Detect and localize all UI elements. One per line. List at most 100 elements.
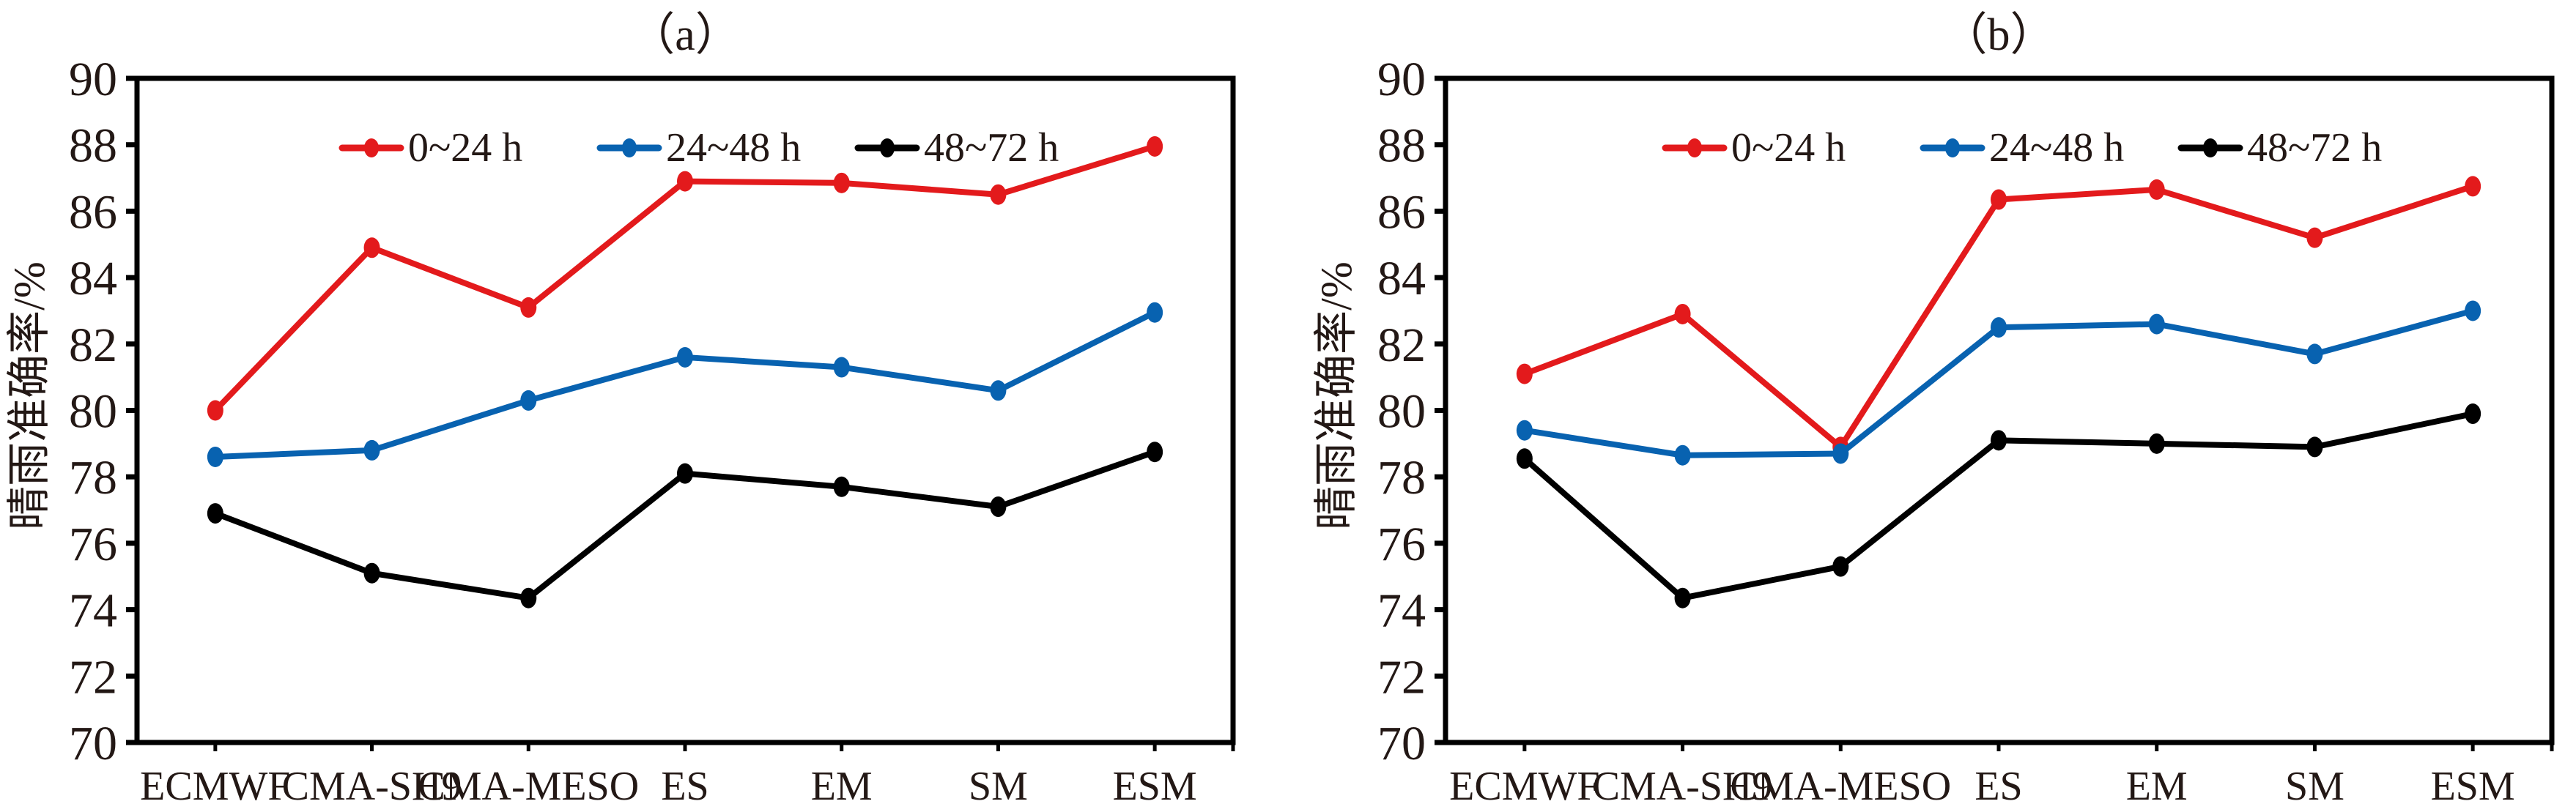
legend-label: 48~72 h <box>924 125 1059 171</box>
x-tick-label: SM <box>969 764 1028 804</box>
data-point <box>207 400 223 421</box>
y-tick-label: 84 <box>1377 252 1426 305</box>
data-point <box>2306 436 2323 458</box>
data-point <box>363 562 380 584</box>
data-point <box>207 446 223 467</box>
plot-frame <box>1443 75 2555 745</box>
data-point <box>677 346 693 368</box>
data-point <box>207 503 223 524</box>
y-tick-label: 72 <box>69 650 117 704</box>
data-point <box>1516 420 1533 441</box>
data-point <box>1832 556 1849 577</box>
data-point <box>1991 189 2007 210</box>
y-tick-label: 78 <box>69 451 117 505</box>
y-tick-label: 78 <box>1377 451 1426 505</box>
data-point <box>2148 433 2165 454</box>
legend-swatch-marker <box>622 138 637 157</box>
x-tick-label: CMA-SH9 <box>1593 764 1773 804</box>
x-tick-label: CMA-MESO <box>418 764 639 804</box>
y-tick-label: 90 <box>1377 53 1426 106</box>
y-tick-label: 76 <box>1377 518 1426 571</box>
y-tick-label: 74 <box>1377 584 1426 638</box>
y-axis-label: 晴雨准确率/% <box>1312 261 1361 530</box>
x-tick-label: EM <box>2126 764 2188 804</box>
legend-swatch-marker <box>880 138 895 157</box>
y-axis-label: 晴雨准确率/% <box>5 261 53 530</box>
y-tick-label: 74 <box>69 584 117 638</box>
data-point <box>1147 302 1163 323</box>
data-point <box>2148 313 2165 335</box>
data-point <box>1147 135 1163 157</box>
legend-swatch-marker <box>364 138 379 157</box>
y-tick-label: 88 <box>1377 119 1426 173</box>
legend-swatch-marker <box>1687 138 1702 157</box>
data-point <box>833 476 850 497</box>
legend-item: 24~48 h <box>596 125 801 171</box>
y-tick-label: 86 <box>1377 185 1426 239</box>
data-point <box>677 463 693 484</box>
panel-a: （a） 70 72 74 76 78 80 82 84 86 88 90 ECMWFCMA-SH9CMA… <box>5 10 1236 804</box>
y-tick-label: 88 <box>69 119 117 173</box>
data-point <box>833 357 850 378</box>
panel-title: （b） <box>1942 10 2055 60</box>
legend-swatch-marker <box>1945 138 1960 157</box>
y-tick-label: 80 <box>1377 385 1426 439</box>
legend-item: 0~24 h <box>1662 125 1846 171</box>
legend-label: 24~48 h <box>1989 125 2124 171</box>
data-point <box>520 297 537 318</box>
y-tick-label: 80 <box>69 385 117 439</box>
series-line-0-24- <box>1523 183 2474 450</box>
y-tick-label: 70 <box>1377 717 1426 770</box>
panel-title: （a） <box>629 10 741 60</box>
y-tick-label: 82 <box>1377 319 1426 372</box>
data-point <box>1516 448 1533 469</box>
data-point <box>833 172 850 193</box>
x-tick-label: ECMWF <box>1449 764 1599 804</box>
data-point <box>2465 300 2481 321</box>
x-tick-label: ECMWF <box>140 764 290 804</box>
data-point <box>520 390 537 411</box>
y-tick-label: 90 <box>69 53 117 106</box>
data-point <box>2306 343 2323 365</box>
x-tick-label: EM <box>811 764 873 804</box>
data-point <box>520 587 537 608</box>
x-tick-label: ESM <box>1113 764 1197 804</box>
legend-item: 48~72 h <box>2177 125 2382 171</box>
x-tick-label: ESM <box>2431 764 2515 804</box>
data-point <box>1674 444 1691 466</box>
y-tick-label: 84 <box>69 252 117 305</box>
data-point <box>2306 227 2323 248</box>
data-point <box>990 496 1007 518</box>
data-point <box>363 237 380 258</box>
x-tick-label: CMA-SH9 <box>282 764 462 804</box>
data-point <box>2465 403 2481 425</box>
legend-item: 24~48 h <box>1920 125 2124 171</box>
data-point <box>1674 587 1691 608</box>
data-point <box>1516 363 1533 384</box>
x-tick-label: CMA-MESO <box>1730 764 1951 804</box>
legend-item: 48~72 h <box>854 125 1059 171</box>
y-tick-label: 70 <box>69 717 117 770</box>
legend-item: 0~24 h <box>338 125 522 171</box>
legend-label: 0~24 h <box>1731 125 1846 171</box>
y-tick-label: 76 <box>69 518 117 571</box>
data-point <box>1832 443 1849 464</box>
data-point <box>990 184 1007 205</box>
y-tick-label: 86 <box>69 185 117 239</box>
series-line-24-48- <box>215 310 1156 460</box>
data-point <box>1674 303 1691 324</box>
y-tick-label: 82 <box>69 319 117 372</box>
panel-b: （b） 70 72 74 76 78 80 82 84 86 88 90 ECMWFCMA-SH9CMA… <box>1312 10 2555 804</box>
legend-label: 24~48 h <box>666 125 801 171</box>
data-point <box>1991 430 2007 451</box>
legend-label: 48~72 h <box>2247 125 2382 171</box>
data-point <box>1991 317 2007 338</box>
y-tick-label: 72 <box>1377 650 1426 704</box>
x-tick-label: SM <box>2285 764 2344 804</box>
data-point <box>1147 442 1163 463</box>
data-point <box>363 439 380 461</box>
data-point <box>990 380 1007 401</box>
x-tick-label: ES <box>1974 764 2022 804</box>
data-point <box>2465 176 2481 197</box>
